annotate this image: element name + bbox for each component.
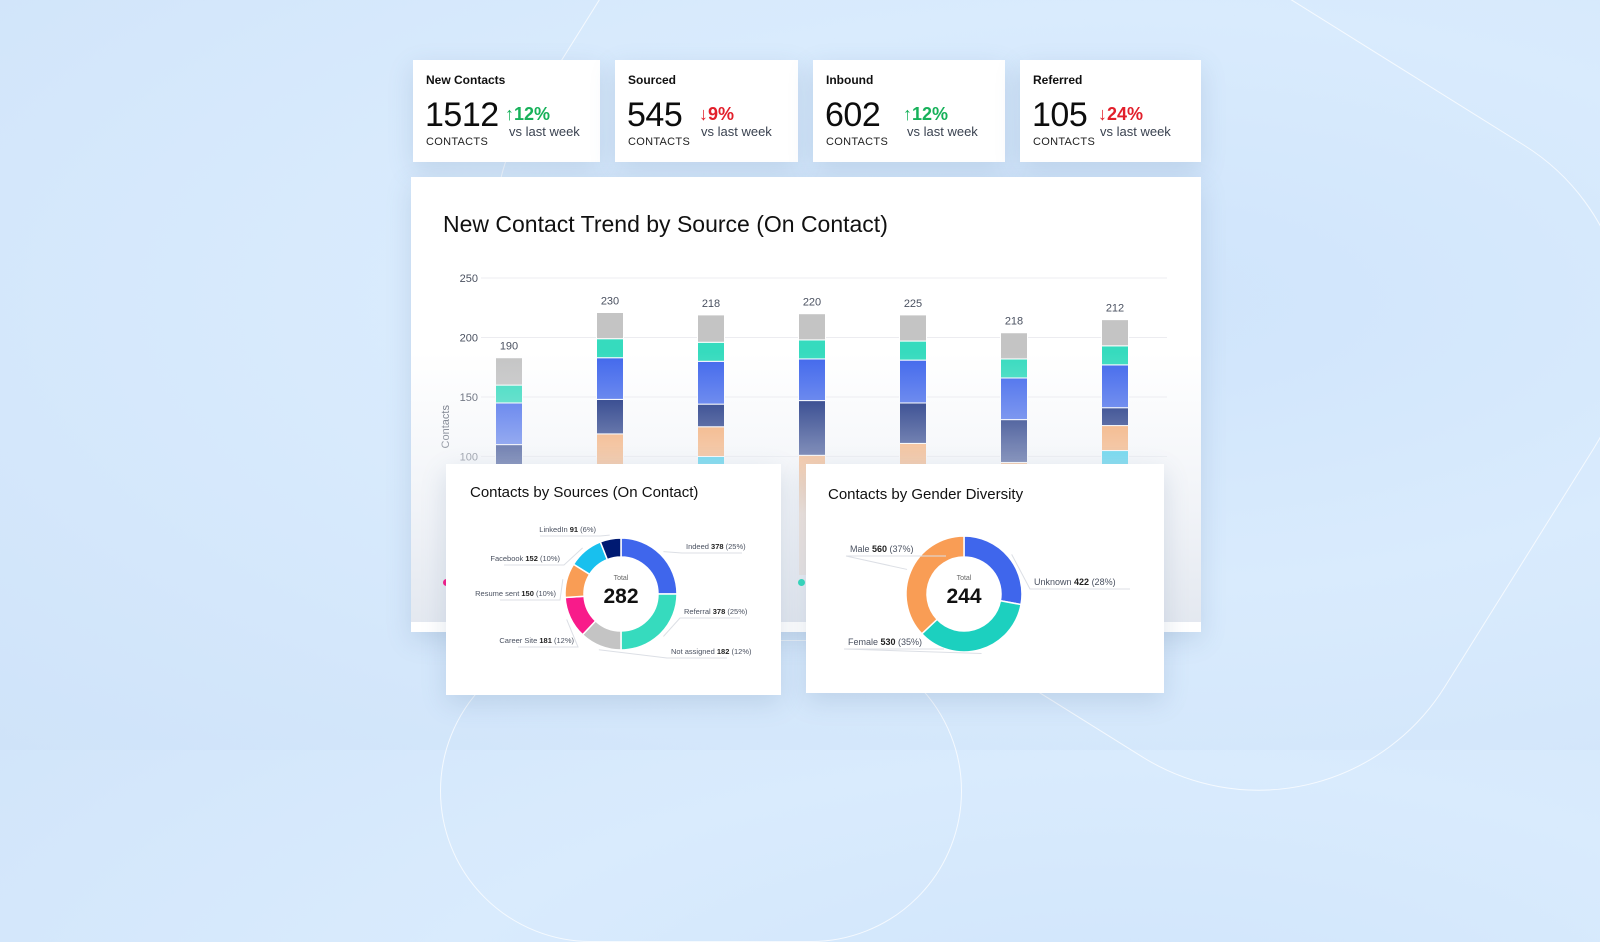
- donut-center-label: Total: [614, 575, 629, 582]
- chart-title: New Contact Trend by Source (On Contact): [443, 211, 888, 237]
- stat-compare: vs last week: [907, 124, 978, 139]
- bar-segment: [596, 312, 624, 340]
- stat-unit: CONTACTS: [426, 136, 489, 148]
- donut-center-label: Total: [957, 575, 972, 582]
- sources-donut: Indeed 378 (25%) Referral 378 (25%) Not as…: [475, 525, 752, 659]
- stat-compare: vs last week: [701, 124, 772, 139]
- gender-donut-card: Contacts by Gender Diversity Unknown 422…: [806, 464, 1164, 693]
- leader-line: [518, 619, 579, 648]
- bar-segment: [798, 313, 826, 341]
- stat-unit: CONTACTS: [628, 136, 691, 148]
- leader-line: [663, 551, 742, 554]
- bar-segment: [697, 314, 725, 343]
- stat-value: 105: [1032, 96, 1088, 134]
- bar-total-label: 218: [702, 298, 720, 310]
- stat-label: Inbound: [826, 73, 874, 87]
- sources-donut-card: Contacts by Sources (On Contact) Indeed …: [446, 464, 781, 695]
- stat-card-referred[interactable]: Referred 105 CONTACTS ↓24% vs last week: [1020, 60, 1201, 162]
- stat-compare: vs last week: [509, 124, 580, 139]
- stat-value: 1512: [425, 96, 499, 134]
- stat-label: New Contacts: [426, 73, 506, 87]
- stat-card-inbound[interactable]: Inbound 602 CONTACTS ↑12% vs last week: [813, 60, 1005, 162]
- bar-total-label: 190: [500, 341, 518, 353]
- donut-slice: [905, 535, 965, 635]
- slice-label: Unknown 422 (28%): [1034, 577, 1116, 587]
- leader-line: [843, 648, 982, 654]
- donut-slice: [920, 599, 1022, 653]
- leader-line: [540, 534, 610, 537]
- stat-label: Sourced: [628, 73, 677, 87]
- slice-label: Facebook 152 (10%): [490, 554, 560, 563]
- leader-line: [663, 617, 740, 637]
- bar-total-label: 218: [1005, 316, 1023, 328]
- arrow-up-icon: ↑: [903, 104, 912, 124]
- slice-label: LinkedIn 91 (6%): [539, 525, 596, 534]
- stat-unit: CONTACTS: [826, 136, 889, 148]
- leader-line: [845, 555, 946, 570]
- slice-label: Referral 378 (25%): [684, 607, 748, 616]
- arrow-up-icon: ↑: [505, 104, 514, 124]
- slice-label: Career Site 181 (12%): [499, 636, 574, 645]
- stat-change: ↑12%: [505, 104, 551, 124]
- legend-dot-teal: [798, 579, 805, 586]
- stat-label: Referred: [1033, 73, 1083, 87]
- bar-total-label: 225: [904, 298, 922, 310]
- slice-label: Male 560 (37%): [850, 544, 914, 554]
- donut-title: Contacts by Sources (On Contact): [470, 484, 699, 501]
- stat-card-sourced[interactable]: Sourced 545 CONTACTS ↓9% vs last week: [615, 60, 798, 162]
- gender-donut: Unknown 422 (28%) Female 530 (35%) Male 56…: [843, 535, 1130, 654]
- y-tick-label: 250: [460, 273, 478, 285]
- stat-compare: vs last week: [1100, 124, 1171, 139]
- bar-segment: [899, 314, 927, 342]
- leader-line: [500, 579, 564, 601]
- bar-segment: [1101, 319, 1129, 347]
- arrow-down-icon: ↓: [1098, 104, 1107, 124]
- leader-line: [598, 649, 727, 659]
- bar-total-label: 220: [803, 297, 821, 309]
- stat-value: 545: [627, 96, 683, 134]
- stat-change: ↓9%: [699, 104, 735, 124]
- stat-change: ↓24%: [1098, 104, 1144, 124]
- arrow-down-icon: ↓: [699, 104, 708, 124]
- stat-value: 602: [825, 96, 881, 134]
- slice-label: Not assigned 182 (12%): [671, 647, 752, 656]
- leader-line: [504, 547, 583, 566]
- slice-label: Resume sent 150 (10%): [475, 589, 556, 598]
- bar-total-label: 212: [1106, 303, 1124, 315]
- y-tick-label: 200: [460, 333, 478, 345]
- donut-slice: [599, 537, 622, 561]
- stat-card-new-contacts[interactable]: New Contacts 1512 CONTACTS ↑12% vs last …: [413, 60, 600, 162]
- slice-label: Indeed 378 (25%): [686, 542, 746, 551]
- bar-total-label: 230: [601, 296, 619, 308]
- slice-label: Female 530 (35%): [848, 637, 922, 647]
- stat-unit: CONTACTS: [1033, 136, 1096, 148]
- stat-change: ↑12%: [903, 104, 949, 124]
- donut-title: Contacts by Gender Diversity: [828, 486, 1024, 503]
- donut-center-value: 282: [603, 585, 638, 608]
- donut-center-value: 244: [946, 585, 981, 608]
- leader-line: [1011, 554, 1130, 590]
